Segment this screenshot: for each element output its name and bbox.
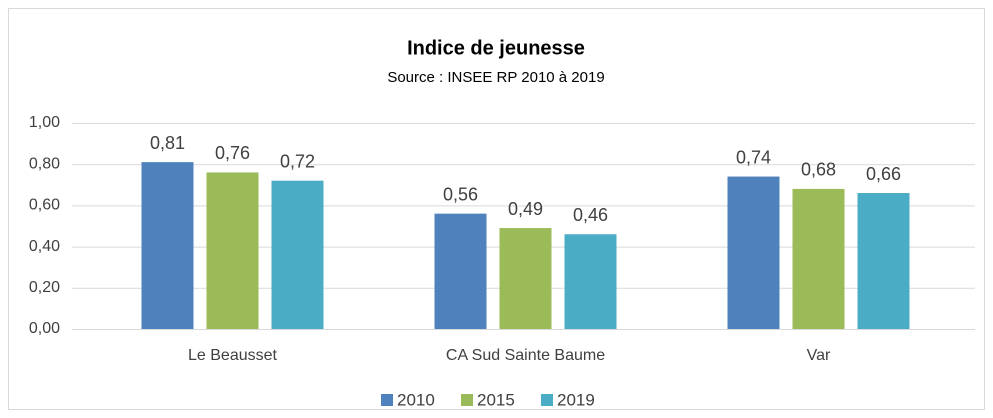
legend-swatch xyxy=(461,394,473,406)
bar xyxy=(792,188,845,329)
x-tick-label: Var xyxy=(807,347,831,364)
y-tick-label: 0,20 xyxy=(29,279,60,296)
bar xyxy=(499,228,552,329)
chart-title: Indice de jeunesse xyxy=(407,37,585,59)
legend-label: 2015 xyxy=(477,390,515,409)
data-label: 0,81 xyxy=(150,133,185,153)
bar xyxy=(564,234,617,329)
legend-label: 2010 xyxy=(397,390,435,409)
data-label: 0,56 xyxy=(443,184,478,204)
data-label: 0,76 xyxy=(215,143,250,163)
data-label: 0,72 xyxy=(280,151,315,171)
data-label: 0,74 xyxy=(736,147,771,167)
data-label: 0,49 xyxy=(508,199,543,219)
x-tick-label: Le Beausset xyxy=(188,347,278,364)
y-tick-label: 0,40 xyxy=(29,238,60,255)
data-label: 0,68 xyxy=(801,160,836,180)
y-tick-label: 0,80 xyxy=(29,155,60,172)
y-tick-label: 1,00 xyxy=(29,114,60,131)
data-label: 0,66 xyxy=(866,164,901,184)
data-label: 0,46 xyxy=(573,205,608,225)
legend-label: 2019 xyxy=(557,390,595,409)
bar xyxy=(857,193,910,329)
y-tick-label: 0,00 xyxy=(29,320,60,337)
bar xyxy=(727,176,780,329)
legend-swatch xyxy=(381,394,393,406)
bar xyxy=(141,162,194,329)
legend-swatch xyxy=(541,394,553,406)
x-tick-label: CA Sud Sainte Baume xyxy=(446,347,605,364)
bar xyxy=(206,172,259,329)
bar xyxy=(271,180,324,329)
chart-subtitle: Source : INSEE RP 2010 à 2019 xyxy=(387,69,604,86)
bar xyxy=(434,213,487,329)
y-tick-label: 0,60 xyxy=(29,197,60,214)
